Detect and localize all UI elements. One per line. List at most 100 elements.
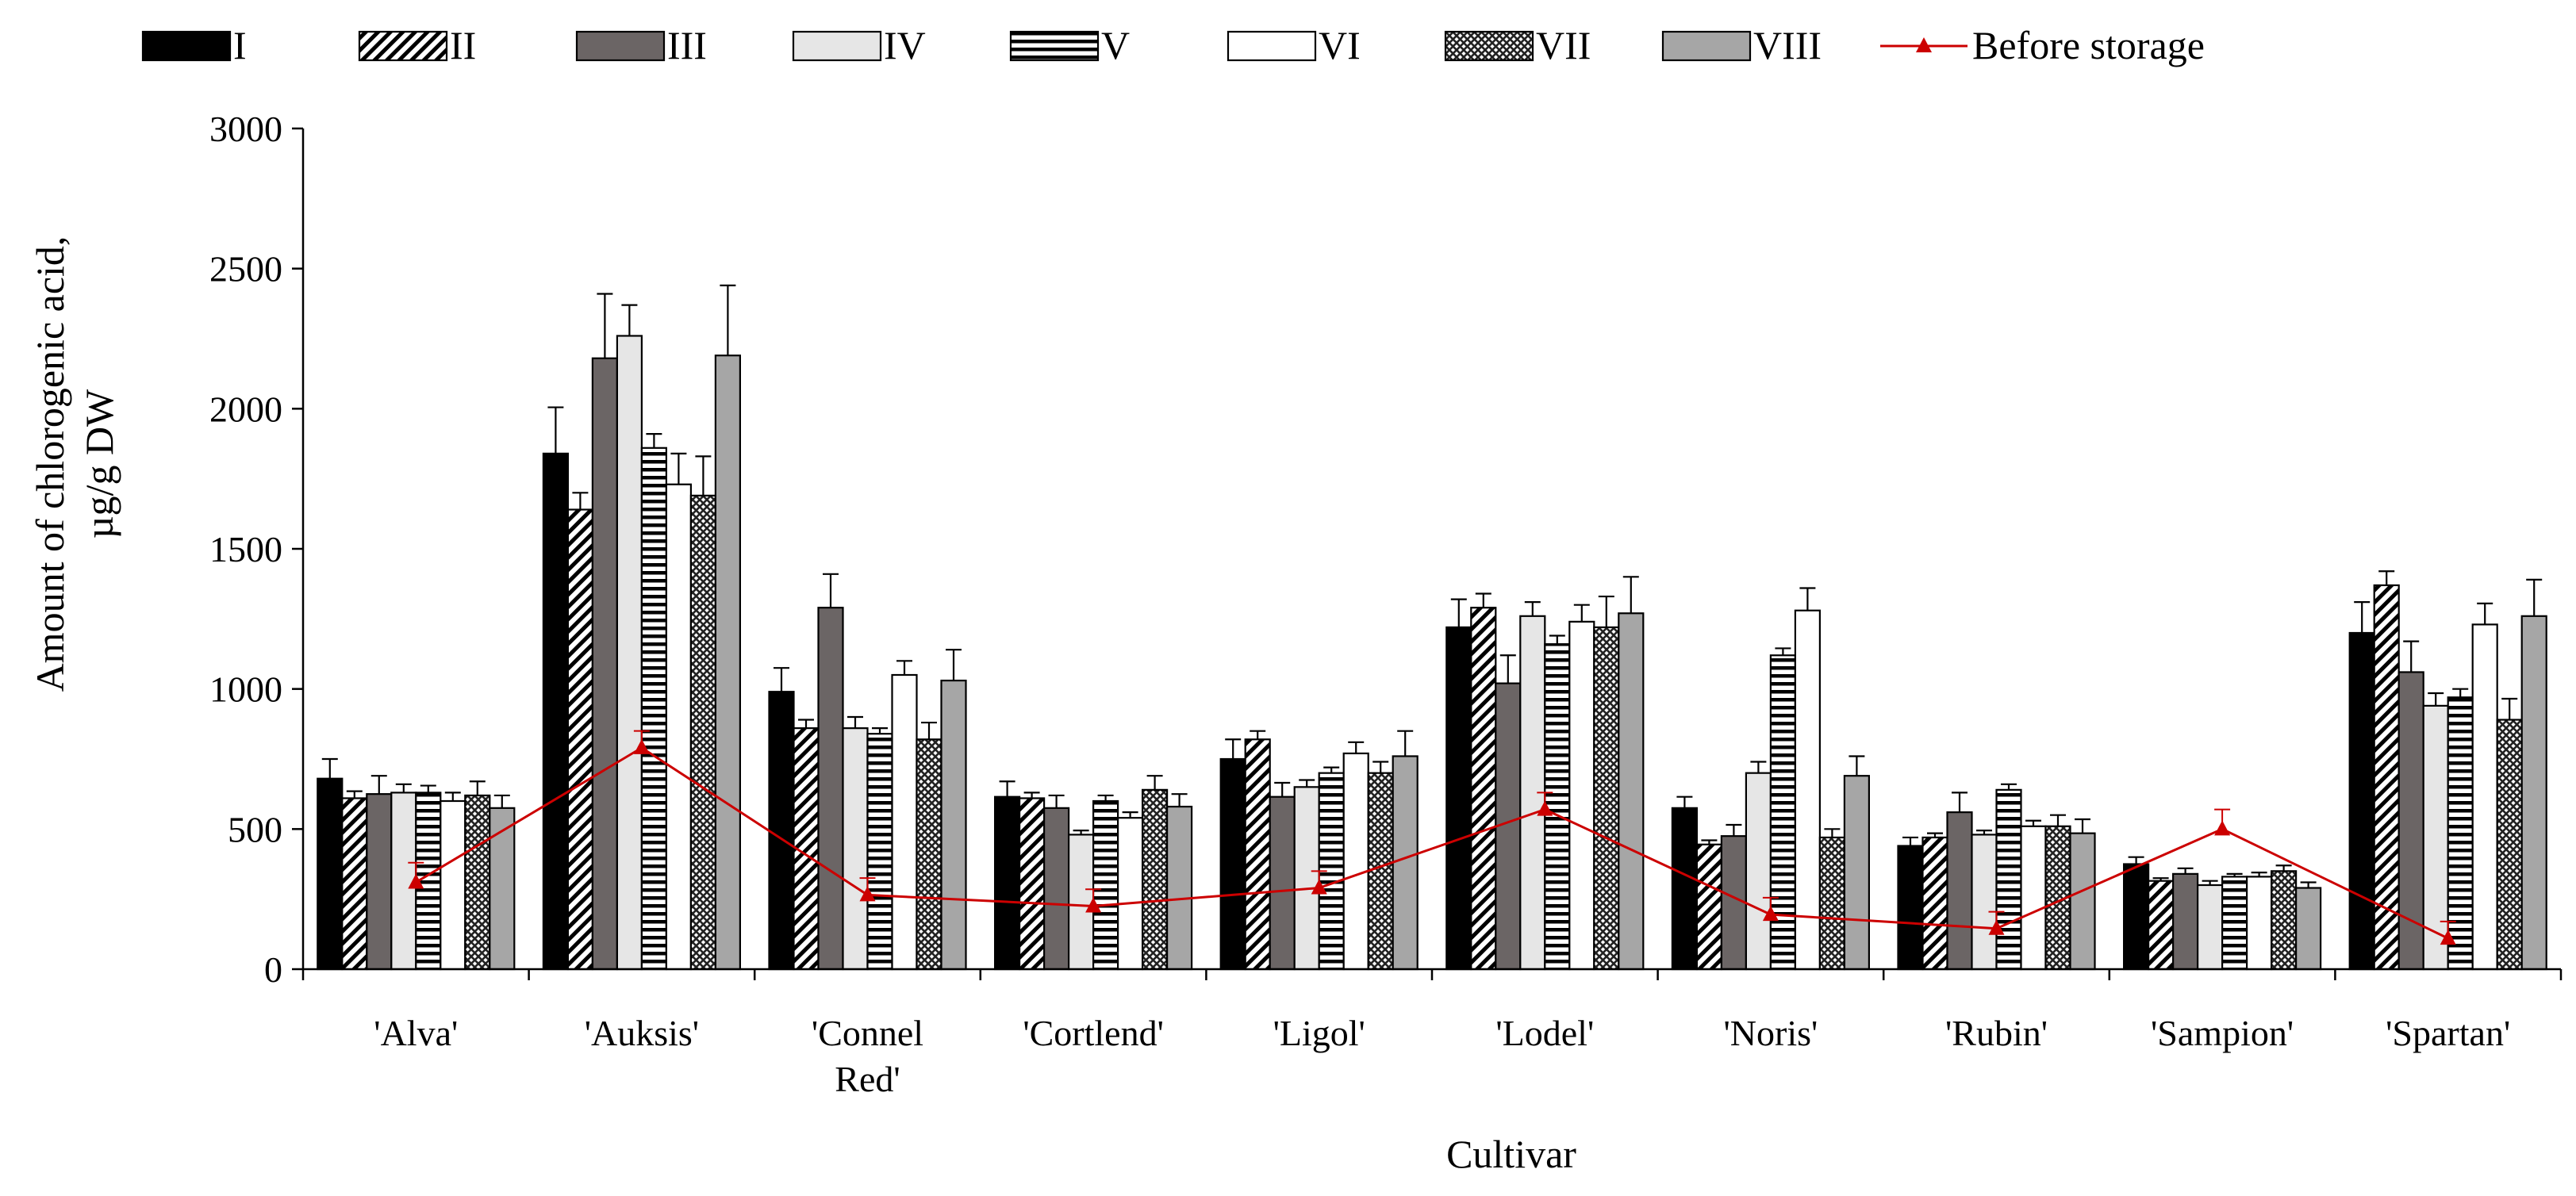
bar	[2123, 863, 2150, 971]
bar	[1244, 738, 1271, 971]
x-tick-label: 'Spartan'	[2386, 1013, 2510, 1053]
before-storage-polyline	[415, 746, 2449, 940]
legend-label-VII: VII	[1536, 23, 1591, 67]
bar	[1367, 772, 1394, 971]
legend-swatch-I	[141, 30, 232, 62]
x-tick-label: 'Auksis'	[585, 1013, 699, 1053]
bar	[1971, 834, 1998, 971]
y-tick-label: 2000	[209, 389, 282, 429]
bar	[1593, 626, 1620, 971]
bar	[616, 335, 643, 971]
bar	[2447, 696, 2474, 971]
bar	[768, 691, 795, 971]
bar	[891, 673, 918, 971]
legend-label-II: II	[450, 23, 476, 67]
bar	[1219, 757, 1246, 971]
x-tick-label: 'Ligol'	[1273, 1013, 1365, 1053]
bar	[1897, 845, 1924, 971]
bar	[2197, 884, 2224, 971]
bar	[714, 355, 742, 971]
bar	[1671, 807, 1698, 971]
bar	[1116, 817, 1144, 971]
bar	[2148, 880, 2175, 971]
legend-label-before-storage: Before storage	[1972, 23, 2205, 67]
legend-swatch-II	[358, 30, 448, 62]
legend-label-I: I	[233, 23, 247, 67]
legend-marker-before-storage	[1916, 37, 1932, 52]
x-tick-label: 'Rubin'	[1945, 1013, 2048, 1053]
bar	[1392, 755, 1419, 971]
bar	[1769, 654, 1796, 971]
bar	[916, 738, 942, 971]
bar	[1995, 788, 2022, 971]
error-bars	[321, 284, 2543, 888]
bar	[640, 447, 668, 971]
bars	[317, 335, 2547, 971]
x-axis-title: Cultivar	[1446, 1132, 1576, 1176]
legend-label-III: III	[667, 23, 707, 67]
legend-label-VI: VI	[1319, 23, 1361, 67]
bar	[940, 679, 967, 971]
x-tick-label: Red'	[835, 1059, 900, 1099]
bar	[1695, 843, 1722, 971]
legend-swatch-III	[575, 30, 666, 62]
bar	[2520, 615, 2547, 971]
bar	[2172, 872, 2199, 971]
bar	[2271, 870, 2298, 971]
before-storage-point	[1762, 906, 1779, 922]
bar	[1618, 612, 1645, 971]
bar	[542, 452, 570, 971]
bar	[817, 607, 844, 971]
before-storage-point	[633, 738, 650, 754]
legend-label-IV: IV	[884, 23, 926, 67]
bar	[1818, 836, 1845, 971]
bar	[1293, 786, 1320, 971]
before-storage-point	[1988, 919, 2005, 935]
bar	[1921, 836, 1948, 971]
y-tick-label: 3000	[209, 109, 282, 149]
series-III	[366, 357, 2424, 971]
y-tick-label: 2500	[209, 249, 282, 289]
before-storage-point	[1311, 879, 1327, 895]
bar	[1269, 795, 1296, 971]
y-tick-label: 1000	[209, 669, 282, 710]
y-axis-title: Amount of chlorogenic acid, µg/g DW	[28, 236, 121, 692]
bar	[366, 793, 393, 971]
bar	[2069, 832, 2096, 971]
legend: I II III IV V VI VII VIII Before storage	[141, 23, 2205, 67]
x-tick-label: 'Alva'	[374, 1013, 458, 1053]
legend-swatch-IV	[792, 30, 882, 62]
bar	[2020, 825, 2047, 971]
bar	[591, 357, 619, 971]
series-VIII	[489, 355, 2547, 971]
bar	[993, 795, 1021, 971]
bar	[1470, 607, 1497, 971]
bar	[2471, 623, 2498, 971]
bar	[440, 799, 466, 971]
x-tick-label: 'Sampion'	[2151, 1013, 2294, 1053]
bar	[1745, 772, 1772, 971]
before-storage-point	[1085, 897, 1102, 913]
bar	[665, 483, 693, 971]
bar	[2422, 704, 2449, 971]
legend-swatch-VI	[1227, 30, 1317, 62]
x-tick-label: 'Lodel'	[1495, 1013, 1594, 1053]
bar	[1018, 797, 1046, 971]
x-axis-ticks: 'Alva' 'Auksis' 'Connel Red' 'Cortlend' 'Ligo…	[301, 969, 2563, 1099]
x-tick-label: 'Connel	[812, 1013, 923, 1053]
legend-label-VIII: VIII	[1753, 23, 1822, 67]
before-storage-point	[2214, 820, 2231, 836]
bar	[1843, 775, 1870, 971]
bar	[2246, 876, 2273, 971]
legend-swatch-VII	[1444, 30, 1534, 62]
bar	[317, 777, 344, 971]
series-VII	[464, 494, 2523, 971]
legend-swatch-VIII	[1661, 30, 1752, 62]
bar	[689, 494, 717, 971]
legend-swatch-V	[1009, 30, 1100, 62]
y-axis-title-line-1: Amount of chlorogenic acid,	[28, 236, 72, 692]
before-storage-point	[1537, 800, 1553, 816]
bar	[1165, 805, 1193, 971]
y-tick-label: 0	[264, 949, 282, 990]
